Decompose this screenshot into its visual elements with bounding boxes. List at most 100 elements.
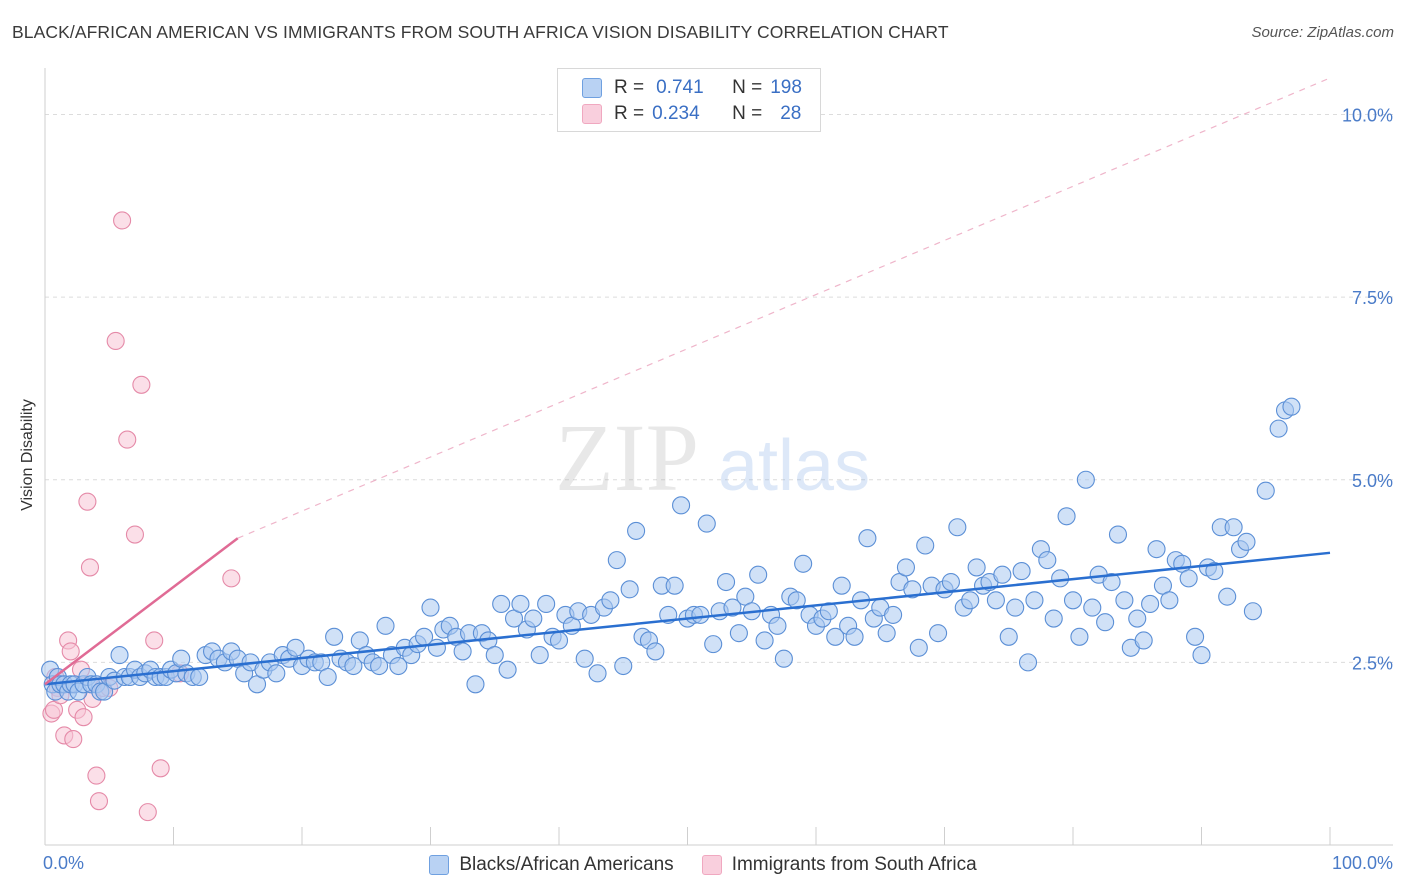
blue-data-point (1044, 609, 1063, 628)
blue-data-point (1083, 598, 1102, 617)
blue-data-point (646, 642, 665, 661)
blue-data-point (697, 514, 716, 533)
blue-data-point (286, 638, 305, 657)
pink-data-point (106, 331, 125, 351)
n-value: 198 (770, 77, 802, 98)
blue-data-point (755, 631, 774, 650)
pink-data-point (74, 708, 93, 727)
r-value: 0.234 (652, 103, 700, 124)
blue-data-point (1102, 572, 1121, 592)
source-credit: Source: ZipAtlas.com (1251, 24, 1394, 41)
blue-data-point (1141, 594, 1160, 613)
blue-swatch (582, 78, 602, 98)
r-label: R = (614, 77, 645, 98)
blue-data-point (884, 605, 903, 624)
blue-data-point (485, 646, 504, 665)
blue-data-point (1147, 540, 1166, 559)
blue-data-point (672, 496, 691, 515)
blue-data-point (986, 591, 1005, 610)
blue-data-point (620, 580, 639, 599)
blue-data-point (267, 664, 286, 683)
blue-data-point (1160, 591, 1179, 610)
blue-data-point (896, 558, 916, 577)
pink-data-point (118, 430, 137, 449)
legend-item-immigrants: Immigrants from South Africa (701, 854, 977, 876)
blue-data-point (601, 591, 620, 610)
blue-data-point (832, 576, 851, 595)
blue-data-point (1115, 591, 1134, 610)
blue-data-point (325, 627, 344, 646)
blue-data-point (794, 554, 813, 573)
blue-data-point (1205, 562, 1224, 581)
blue-data-point (1256, 481, 1275, 500)
blue-data-point (1224, 518, 1243, 537)
blue-data-point (1018, 653, 1038, 672)
blue-data-point (627, 521, 646, 540)
x-tick-label: 100.0% (1332, 853, 1393, 873)
pink-data-point (89, 792, 109, 811)
pink-data-point (151, 759, 170, 778)
blue-data-point (511, 594, 530, 613)
blue-data-point (1218, 587, 1237, 606)
blue-data-point (961, 591, 980, 610)
legend-label: Blacks/African Americans (459, 854, 674, 875)
blue-data-point (1012, 562, 1031, 581)
blue-data-point (787, 591, 806, 610)
r-label: R = (614, 103, 645, 124)
blue-data-point (376, 616, 395, 635)
blue-data-point (819, 602, 838, 621)
blue-data-point (1025, 591, 1044, 610)
stats-row-blue: R = 0.741 N = 198 (582, 77, 802, 99)
n-label: N = (732, 103, 763, 124)
blue-data-point (729, 624, 748, 643)
blue-data-point (877, 624, 896, 643)
pink-data-point (138, 803, 157, 822)
blue-data-point (318, 667, 337, 687)
blue-data-point (909, 638, 928, 657)
n-value: 28 (780, 103, 802, 124)
blue-data-point (427, 638, 446, 657)
blue-data-point (749, 565, 768, 584)
blue-data-point (1128, 609, 1147, 628)
blue-data-point (588, 664, 607, 683)
blue-data-point (903, 580, 922, 599)
blue-data-point (826, 627, 845, 646)
blue-data-point (1179, 569, 1198, 588)
y-tick-label: 7.5% (1352, 288, 1393, 308)
pink-data-point (80, 558, 100, 577)
blue-data-point (549, 631, 569, 650)
pink-data-point (113, 211, 132, 230)
blue-data-point (916, 536, 935, 555)
blue-data-point (1282, 397, 1301, 416)
blue-data-point (344, 656, 363, 676)
pink-swatch (701, 855, 722, 875)
n-label: N = (732, 77, 763, 98)
blue-data-point (858, 529, 877, 548)
pink-data-point (61, 642, 80, 661)
blue-data-point (1108, 525, 1128, 544)
watermark-zip: ZIP (555, 404, 699, 511)
x-tick-label: 0.0% (43, 853, 84, 873)
y-tick-label: 2.5% (1352, 653, 1393, 673)
blue-trend-line (44, 551, 1331, 686)
blue-data-point (1269, 419, 1288, 438)
blue-data-point (941, 572, 960, 592)
blue-data-point (575, 649, 594, 668)
blue-data-point (774, 649, 793, 668)
blue-data-point (370, 656, 389, 676)
blue-data-point (1006, 598, 1025, 617)
pink-data-point (78, 492, 97, 511)
blue-data-point (1070, 627, 1089, 646)
blue-data-point (768, 616, 787, 635)
blue-data-point (524, 609, 543, 628)
blue-data-point (453, 642, 472, 661)
pink-data-point (222, 569, 241, 588)
blue-data-point (389, 656, 408, 676)
trend-lines (44, 77, 1331, 686)
y-tick-label: 5.0% (1352, 471, 1393, 491)
stats-row-pink: R = 0.234 N = 28 (582, 103, 801, 125)
blue-data-point (190, 667, 209, 687)
blue-data-point (723, 598, 742, 617)
tick-labels: 2.5% 5.0% 7.5% 10.0% 0.0% 100.0% (43, 106, 1393, 873)
blue-data-point (1192, 646, 1211, 665)
